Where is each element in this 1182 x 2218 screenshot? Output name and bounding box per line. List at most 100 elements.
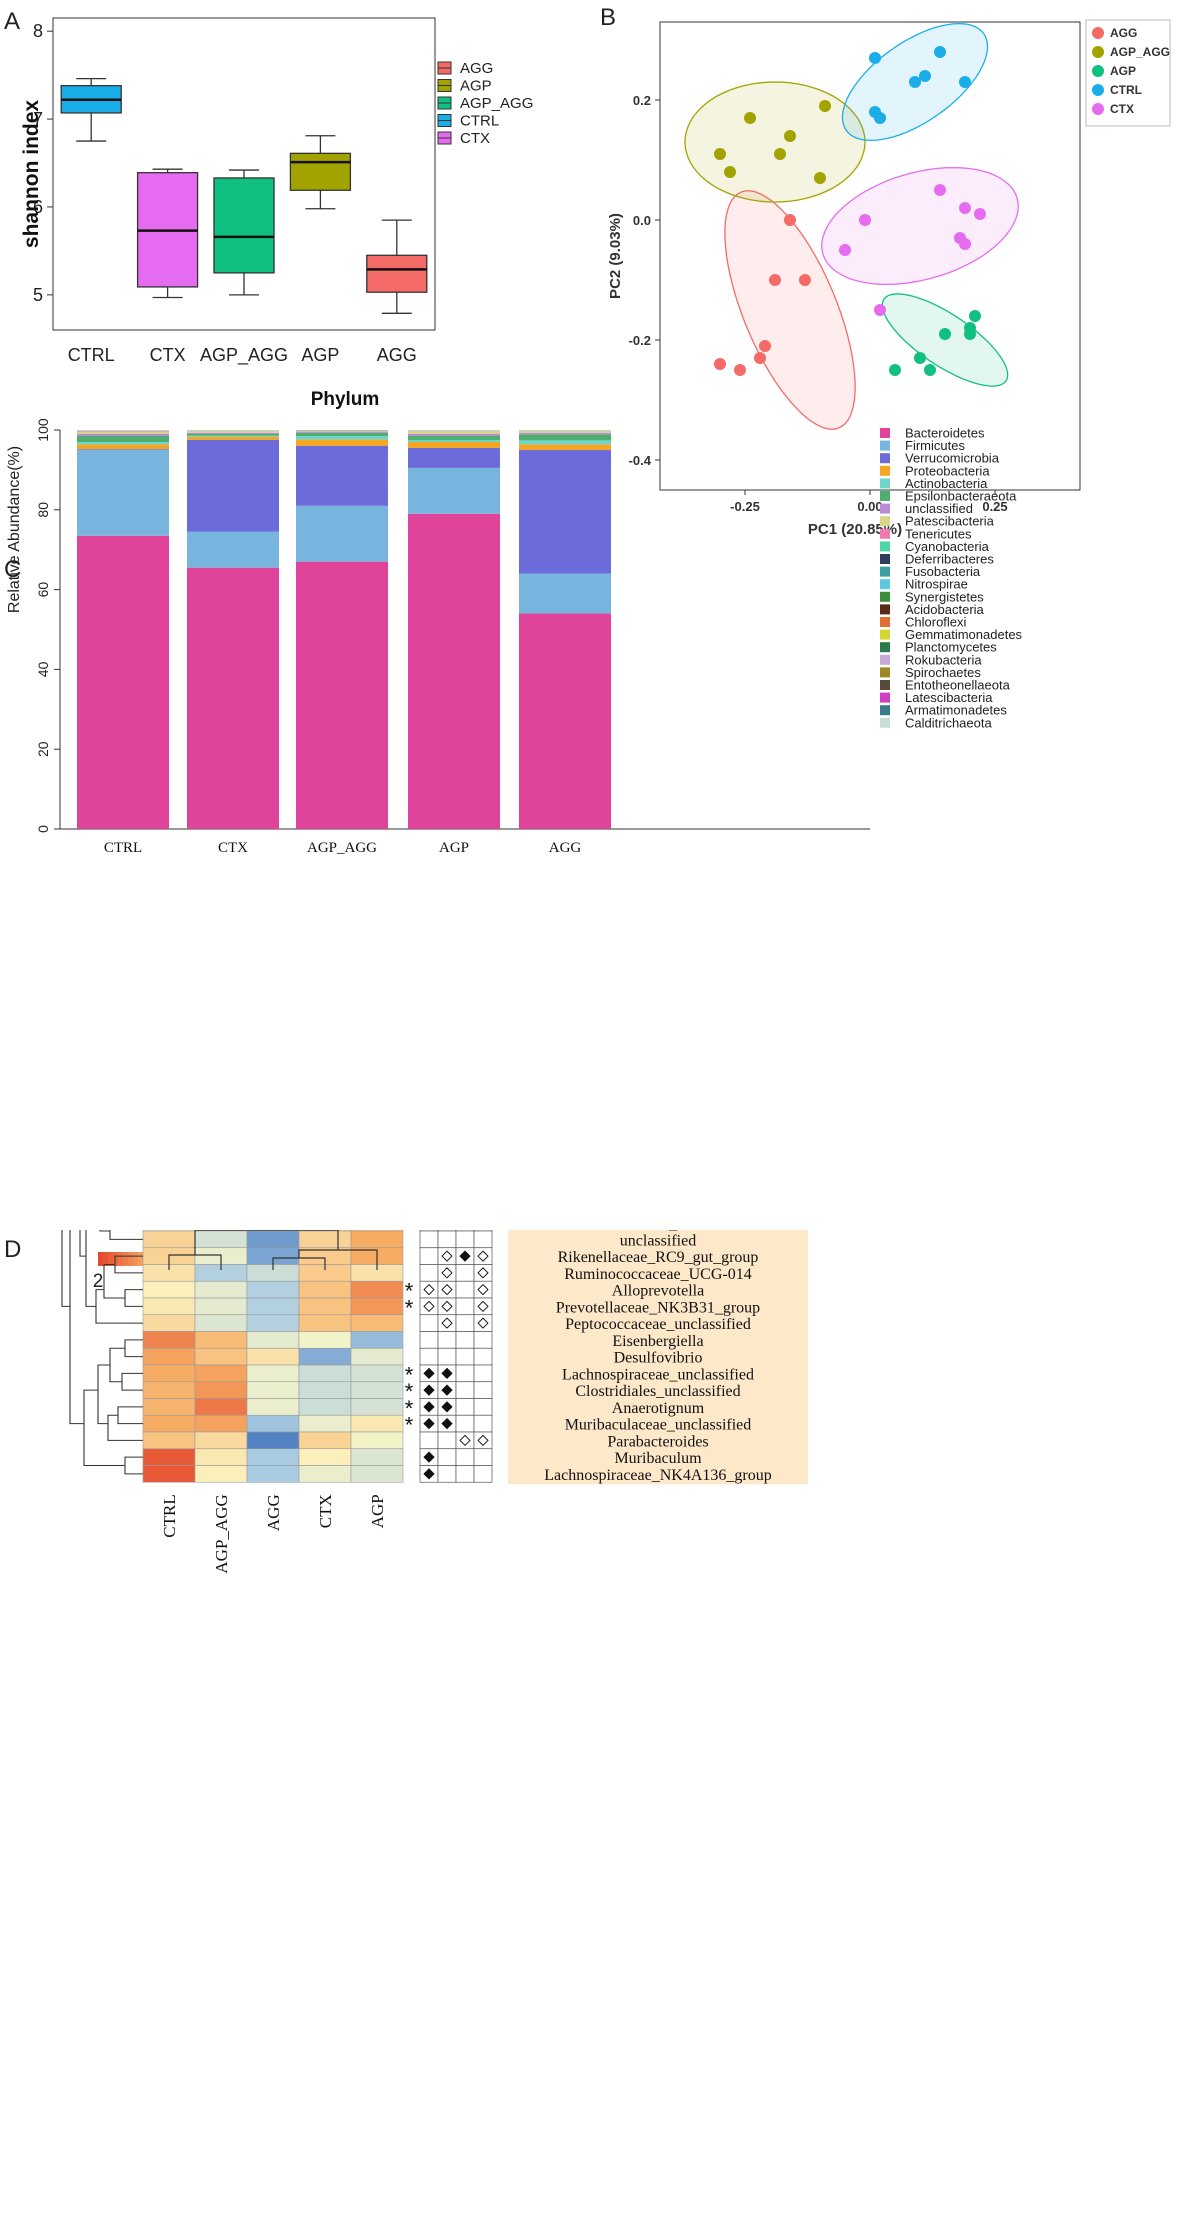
legend-label: CTX: [460, 130, 490, 147]
bar-segment-patescibacteria: [296, 430, 388, 432]
plot-frame: [52, 17, 436, 331]
x-tick-label: AGG: [549, 840, 582, 856]
bar-segment-bacteroidetes: [187, 567, 279, 829]
column-label: AGG: [264, 1494, 283, 1531]
heatmap-cell: [298, 1398, 352, 1416]
row-dendrogram-branch: [124, 1339, 143, 1358]
x-tick-label: -0.25: [730, 499, 760, 514]
legend-label: AGP: [1110, 64, 1136, 78]
open-diamond-marker: [441, 1300, 453, 1313]
filled-diamond-marker: [423, 1451, 435, 1463]
heatmap-cell: [194, 1381, 248, 1399]
heatmap-cell: [194, 1465, 248, 1483]
row-dendrogram-branch: [121, 1372, 143, 1391]
column-dendrogram-branch: [194, 1230, 339, 1255]
heatmap-cell: [298, 1414, 352, 1433]
marker-cell: [419, 1347, 439, 1366]
sample-point-ctx: [934, 184, 946, 196]
legend-swatch: [880, 680, 890, 690]
bar-segment-actinobacteria: [408, 439, 500, 442]
open-diamond-marker: [423, 1283, 435, 1296]
heatmap-cell: [350, 1280, 404, 1299]
heatmap-cell: [142, 1331, 196, 1349]
marker-cell: [419, 1264, 439, 1282]
y-axis-title: shannon index: [20, 100, 43, 249]
chart-title: Phylum: [311, 389, 380, 410]
row-dendrogram-branch: [117, 1406, 143, 1425]
column-label: CTRL: [160, 1494, 179, 1537]
legend-swatch: [880, 516, 890, 527]
legend-marker: [1092, 84, 1104, 96]
x-tick-label: 0.25: [982, 499, 1007, 514]
heatmap-cell: [194, 1364, 248, 1383]
heatmap-cell: [194, 1297, 248, 1316]
heatmap-cell: [298, 1381, 352, 1399]
sample-point-ctrl: [909, 76, 921, 88]
legend-swatch: [880, 478, 890, 489]
heatmap-cell: [350, 1465, 404, 1483]
bar-segment-epsilonbacteraeota: [77, 435, 169, 442]
bar-segment-verrucomicrobia: [187, 439, 279, 532]
column-label: AGP_AGG: [212, 1494, 231, 1573]
genus-label: Peptococcaceae_unclassified: [565, 1316, 751, 1333]
heatmap-cell: [350, 1347, 404, 1366]
heatmap-cell: [298, 1431, 352, 1450]
legend-swatch: [880, 692, 890, 703]
heatmap-cell: [350, 1431, 404, 1450]
marker-cell: [455, 1398, 475, 1416]
heatmap-cell: [298, 1331, 352, 1349]
legend-label: Proteobacteria: [905, 463, 990, 478]
bar-segment-actinobacteria: [187, 435, 279, 437]
legend-swatch: [880, 667, 890, 678]
colorbar-segment: [113, 1252, 119, 1266]
y-tick-label: -0.2: [629, 333, 651, 348]
open-diamond-marker: [477, 1300, 489, 1313]
legend-label: Nitrospirae: [905, 577, 968, 592]
significance-asterisk: *: [405, 1295, 414, 1320]
heatmap-cell: [246, 1398, 300, 1416]
bar-segment-patescibacteria: [519, 431, 611, 433]
box-agg: [366, 254, 428, 293]
genus-label: Muribaculum: [614, 1450, 702, 1467]
marker-cell: [437, 1431, 457, 1450]
row-dendrogram-branch: [99, 1230, 110, 1232]
bar-segment-actinobacteria: [519, 440, 611, 445]
bar-segment-firmicutes: [519, 573, 611, 614]
bar-segment-verrucomicrobia: [408, 447, 500, 468]
x-tick-label: AGG: [377, 345, 417, 365]
marker-cell: [437, 1347, 457, 1366]
bar-segment-proteobacteria: [519, 444, 611, 450]
legend-swatch: [880, 465, 890, 476]
heatmap-cell: [298, 1465, 352, 1483]
legend-label: Planctomycetes: [905, 640, 997, 655]
marker-cell: [455, 1465, 475, 1483]
open-diamond-marker: [477, 1267, 489, 1279]
legend-swatch: [880, 629, 890, 640]
heatmap-cell: [246, 1280, 300, 1299]
heatmap-cell: [298, 1230, 352, 1249]
legend-label: AGP_AGG: [1110, 45, 1170, 59]
filled-diamond-marker: [459, 1250, 471, 1262]
legend-label: AGP: [460, 78, 492, 95]
x-tick-label: AGP: [439, 840, 469, 856]
bar-segment-proteobacteria: [296, 439, 388, 446]
sample-point-agp_agg: [819, 100, 831, 112]
colorbar-segment: [123, 1252, 129, 1266]
marker-cell: [419, 1247, 439, 1265]
x-tick-label: AGP: [301, 345, 339, 365]
genus-label: Rikenellaceae_RC9_gut_group: [558, 1249, 759, 1266]
legend-label: Verrucomicrobia: [905, 451, 1000, 466]
filled-diamond-marker: [441, 1384, 453, 1396]
significance-asterisk: *: [405, 1362, 414, 1387]
bar-segment-actinobacteria: [296, 435, 388, 440]
heatmap-cell: [142, 1381, 196, 1399]
heatmap-cell: [246, 1347, 300, 1366]
sample-point-ctx: [859, 214, 871, 226]
confidence-ellipse-ctx: [821, 166, 1019, 286]
row-dendrogram-branch: [69, 1230, 84, 1425]
sample-point-agp: [889, 364, 901, 376]
sample-point-agg: [799, 274, 811, 286]
sample-point-ctx: [974, 208, 986, 220]
legend-label: Gemmatimonadetes: [905, 627, 1023, 642]
